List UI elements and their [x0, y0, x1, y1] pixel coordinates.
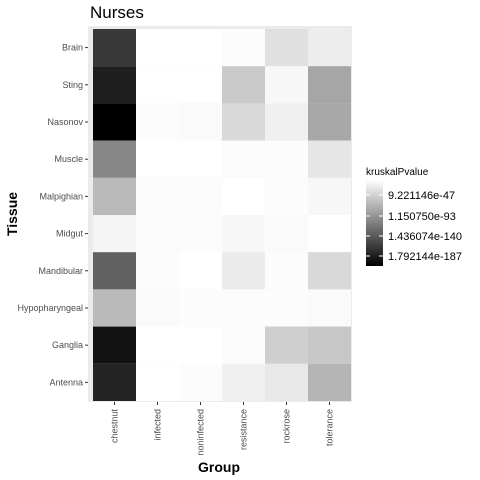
- y-axis-ticks: Brain Sting Nasonov Muscle Malpighian Midgut M…: [17, 43, 88, 387]
- heatmap-cell: [179, 66, 222, 104]
- y-tick-label: Hypopharyngeal: [17, 303, 83, 313]
- heatmap-cell: [265, 326, 308, 364]
- y-tick-label: Mandibular: [38, 266, 83, 276]
- heatmap-cell: [222, 66, 265, 104]
- y-tick-label: Sting: [62, 80, 83, 90]
- heatmap-cell: [265, 363, 308, 401]
- heatmap-cell: [265, 66, 308, 104]
- heatmap-cell: [265, 215, 308, 253]
- heatmap-cell: [136, 29, 179, 67]
- heatmap-cell: [308, 29, 351, 67]
- x-axis-title: Group: [198, 459, 240, 475]
- x-tick-label: tolerance: [325, 409, 335, 446]
- y-tick-label: Muscle: [54, 154, 83, 164]
- heatmap-cell: [222, 140, 265, 178]
- y-axis-title: Tissue: [4, 192, 20, 236]
- heatmap-cell: [308, 103, 351, 141]
- heatmap-cell: [308, 252, 351, 290]
- heatmap-cell: [93, 326, 136, 364]
- heatmap-cell: [93, 66, 136, 104]
- legend-label: 1.436074e-140: [388, 231, 462, 243]
- heatmap-cell: [179, 215, 222, 253]
- x-axis-ticks: chestnut infected noninfected resistance roc…: [110, 402, 335, 456]
- heatmap-cell: [265, 289, 308, 327]
- heatmap-cell: [179, 177, 222, 215]
- legend-label: 9.221146e-47: [388, 190, 455, 202]
- x-tick-label: rockrose: [282, 409, 292, 444]
- y-tick-label: Nasonov: [47, 117, 83, 127]
- heatmap-cell: [308, 289, 351, 327]
- x-tick-label: resistance: [239, 409, 249, 450]
- heatmap-cell: [136, 289, 179, 327]
- heatmap-cell: [265, 103, 308, 141]
- heatmap-cell: [136, 252, 179, 290]
- heatmap-cell: [179, 140, 222, 178]
- chart-title: Nurses: [90, 3, 144, 22]
- heatmap-cell: [179, 363, 222, 401]
- heatmap-cells: [93, 29, 351, 401]
- heatmap-cell: [93, 289, 136, 327]
- heatmap-cell: [265, 29, 308, 67]
- heatmap-cell: [222, 29, 265, 67]
- heatmap-cell: [93, 215, 136, 253]
- x-tick-label: noninfected: [196, 409, 206, 456]
- heatmap-cell: [308, 66, 351, 104]
- heatmap-cell: [179, 289, 222, 327]
- heatmap-cell: [222, 252, 265, 290]
- y-tick-label: Antenna: [49, 377, 83, 387]
- heatmap-cell: [179, 326, 222, 364]
- heatmap-cell: [136, 326, 179, 364]
- heatmap-cell: [308, 215, 351, 253]
- heatmap-cell: [222, 326, 265, 364]
- heatmap-cell: [136, 215, 179, 253]
- heatmap-cell: [222, 289, 265, 327]
- heatmap-cell: [93, 103, 136, 141]
- heatmap-cell: [93, 177, 136, 215]
- heatmap-cell: [308, 326, 351, 364]
- x-tick-label: infected: [153, 409, 163, 441]
- legend-title: kruskalPvalue: [366, 167, 429, 178]
- y-tick-label: Ganglia: [52, 340, 83, 350]
- heatmap-cell: [93, 363, 136, 401]
- heatmap-cell: [308, 177, 351, 215]
- legend-label: 1.150750e-93: [388, 211, 456, 223]
- y-tick-label: Brain: [62, 43, 83, 53]
- heatmap-cell: [308, 140, 351, 178]
- heatmap-cell: [136, 103, 179, 141]
- heatmap-cell: [222, 177, 265, 215]
- heatmap-cell: [222, 215, 265, 253]
- heatmap-cell: [136, 66, 179, 104]
- heatmap-cell: [265, 177, 308, 215]
- legend-colorbar: [366, 180, 383, 266]
- y-tick-label: Midgut: [56, 229, 84, 239]
- heatmap-cell: [93, 29, 136, 67]
- heatmap-cell: [136, 177, 179, 215]
- legend-label: 1.792144e-187: [388, 251, 462, 263]
- y-tick-label: Malpighian: [39, 191, 83, 201]
- heatmap-cell: [265, 140, 308, 178]
- heatmap-cell: [308, 363, 351, 401]
- heatmap-cell: [93, 140, 136, 178]
- heatmap-cell: [222, 363, 265, 401]
- heatmap-cell: [136, 363, 179, 401]
- legend: kruskalPvalue 9.221146e-47 1.150750e-93 1.…: [366, 167, 462, 266]
- heatmap-cell: [93, 252, 136, 290]
- x-tick-label: chestnut: [110, 409, 120, 444]
- heatmap-cell: [222, 103, 265, 141]
- heatmap-cell: [179, 29, 222, 67]
- heatmap-cell: [179, 103, 222, 141]
- heatmap-cell: [179, 252, 222, 290]
- heatmap-cell: [136, 140, 179, 178]
- heatmap-cell: [265, 252, 308, 290]
